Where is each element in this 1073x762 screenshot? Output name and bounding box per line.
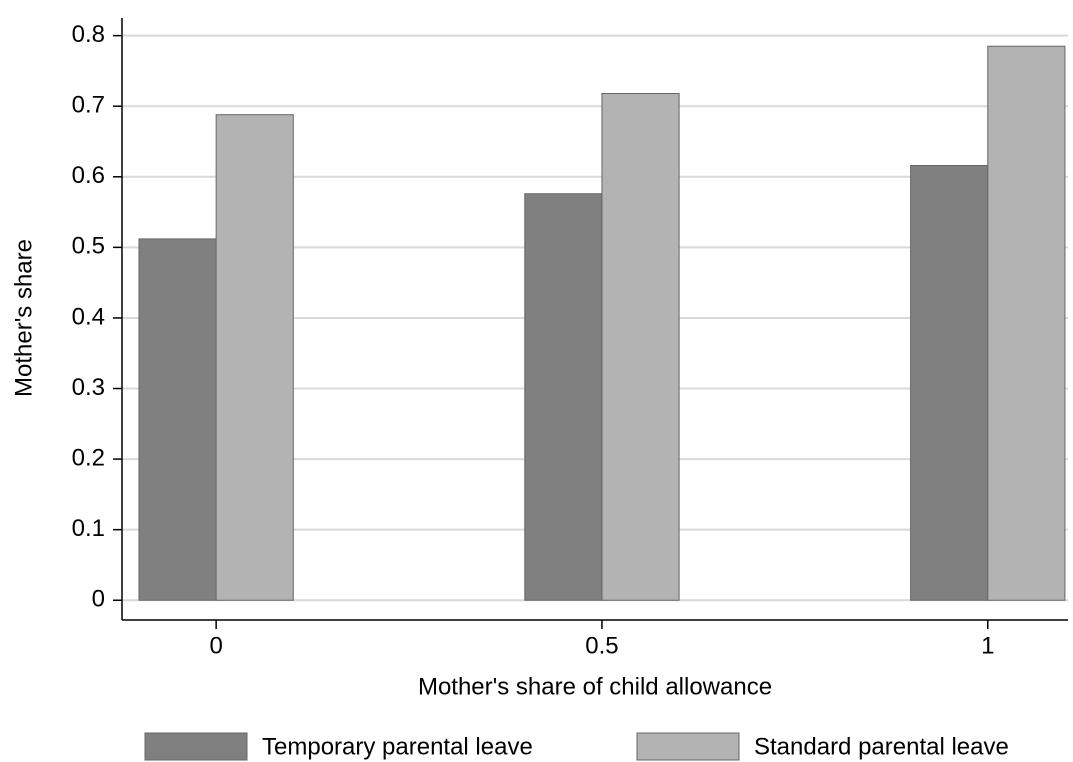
y-tick-label: 0.3 <box>72 374 105 401</box>
bar <box>910 165 989 601</box>
x-tick-label: 0 <box>209 632 222 659</box>
x-tick-label: 1 <box>981 632 994 659</box>
bar <box>524 193 603 601</box>
legend-swatch <box>144 732 248 761</box>
bar <box>987 45 1066 601</box>
y-tick-label: 0.5 <box>72 233 105 260</box>
y-tick-label: 0.2 <box>72 444 105 471</box>
y-tick-label: 0 <box>92 586 105 613</box>
x-axis-label: Mother's share of child allowance <box>418 673 772 700</box>
bar <box>215 114 294 601</box>
y-tick-label: 0.4 <box>72 303 105 330</box>
y-tick-label: 0.6 <box>72 162 105 189</box>
bar <box>138 238 217 601</box>
legend-label: Standard parental leave <box>754 733 1009 760</box>
legend-swatch <box>636 732 740 761</box>
x-tick-label: 0.5 <box>585 632 618 659</box>
y-tick-label: 0.8 <box>72 21 105 48</box>
y-tick-label: 0.7 <box>72 92 105 119</box>
legend-label: Temporary parental leave <box>262 733 533 760</box>
y-tick-label: 0.1 <box>72 515 105 542</box>
bar <box>601 93 680 601</box>
y-axis-label: Mother's share <box>10 239 37 397</box>
